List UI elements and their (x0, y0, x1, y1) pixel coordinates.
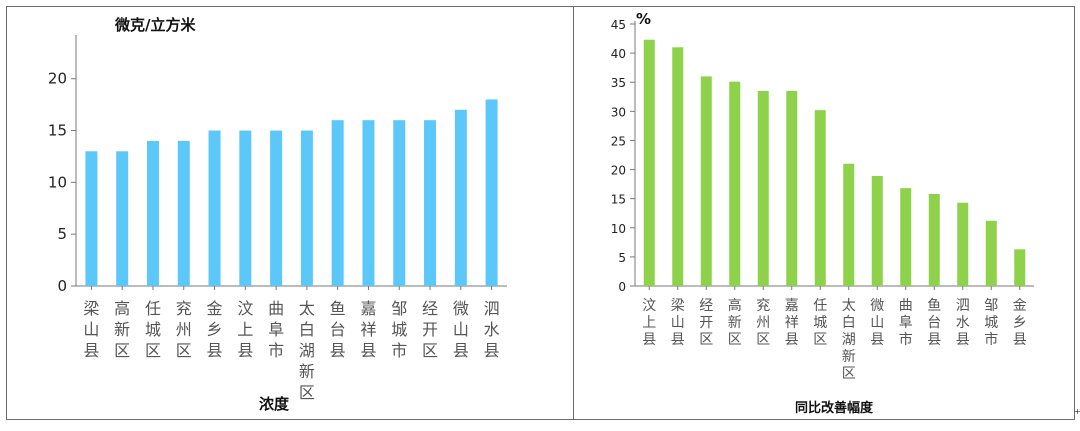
category-label: 金乡县 (207, 299, 223, 360)
bar (1014, 249, 1026, 286)
y-tick-label: 10 (611, 222, 626, 236)
category-label: 太白湖新区 (299, 299, 315, 402)
y-axis-unit-label: 微克/立方米 (114, 16, 196, 34)
bar (900, 188, 912, 286)
category-label: 汶上县 (642, 297, 656, 348)
bar (672, 47, 684, 287)
y-tick-label: 5 (618, 251, 626, 265)
bar (485, 99, 498, 286)
bar (239, 130, 252, 286)
y-tick-label: 20 (48, 70, 67, 88)
bar (300, 130, 313, 286)
category-label: 鱼台县 (330, 299, 346, 360)
category-label: 任城区 (145, 299, 161, 360)
category-label: 曲阜市 (899, 298, 913, 348)
y-tick-label: 10 (48, 173, 67, 191)
bar (871, 175, 883, 286)
concentration-bar-chart: 0 5 10 15 20 梁山县高新区任城区兖州区金乡县汶上县曲阜市太白湖新区鱼台县嘉祥县… (48, 16, 507, 413)
bar (331, 120, 344, 286)
concentration-chart-panel: 0 5 10 15 20 梁山县 高新区 任城区 兖州区 金乡县 汶上县 曲阜市 太白湖新区 鱼台县 嘉祥县… (6, 6, 574, 420)
category-label: 邹城市 (984, 298, 998, 348)
category-label: 微山县 (453, 299, 469, 360)
x-axis-title: 同比改善幅度 (795, 400, 874, 416)
category-label: 泗水县 (956, 298, 970, 348)
y-tick-label: 15 (611, 193, 626, 207)
bar (362, 120, 375, 286)
bar (786, 90, 798, 286)
bar (208, 130, 221, 286)
bar (928, 194, 940, 286)
category-label: 泗水县 (484, 299, 500, 360)
category-label: 金乡县 (1013, 298, 1027, 348)
y-tick-label: 0 (57, 277, 67, 295)
category-label: 经开区 (699, 298, 713, 348)
bar (985, 220, 997, 286)
bar (729, 81, 741, 286)
bar (957, 202, 969, 286)
table-corner-mark: + (1074, 407, 1080, 416)
category-label: 任城区 (813, 298, 827, 348)
category-label: 邹城市 (391, 299, 407, 360)
category-label: 梁山县 (671, 298, 685, 348)
x-axis-title: 浓度 (259, 395, 290, 413)
bar (270, 130, 283, 286)
y-tick-label: 40 (611, 47, 626, 61)
category-label: 曲阜市 (268, 299, 284, 360)
bar (757, 90, 769, 286)
improvement-chart-panel: 0 5 10 15 20 25 30 35 40 45 汶上县 梁山县 经开区 高新区 兖州区 嘉祥县 任城区 太… (573, 6, 1075, 420)
y-axis-unit-label: % (636, 10, 651, 28)
y-tick-label: 45 (611, 18, 626, 32)
category-label: 经开区 (422, 299, 438, 360)
category-label: 兖州区 (176, 299, 192, 360)
y-tick-label: 20 (611, 164, 626, 178)
bar (454, 109, 467, 287)
category-label: 太白湖新区 (842, 298, 856, 382)
category-label: 嘉祥县 (785, 298, 799, 348)
y-tick-label: 15 (48, 122, 67, 140)
bar (85, 151, 98, 286)
category-label: 微山县 (870, 298, 884, 348)
category-label: 梁山县 (83, 299, 99, 360)
y-tick-label: 0 (618, 280, 626, 294)
category-label: 高新区 (114, 299, 130, 360)
y-tick-label: 5 (57, 225, 67, 243)
bar (700, 76, 712, 287)
y-tick-label: 30 (611, 105, 626, 119)
bar (424, 120, 437, 286)
bar (814, 110, 826, 287)
bar (643, 39, 655, 286)
category-label: 汶上县 (237, 299, 253, 360)
category-label: 鱼台县 (927, 297, 941, 348)
category-label: 高新区 (728, 297, 742, 348)
bar (177, 140, 190, 286)
y-tick-label: 25 (611, 134, 626, 148)
bar (116, 151, 129, 286)
bar (843, 163, 855, 286)
category-label: 嘉祥县 (360, 299, 376, 360)
bar (146, 140, 159, 286)
bar (393, 120, 406, 286)
category-label: 兖州区 (756, 298, 770, 348)
y-tick-label: 35 (611, 76, 626, 90)
